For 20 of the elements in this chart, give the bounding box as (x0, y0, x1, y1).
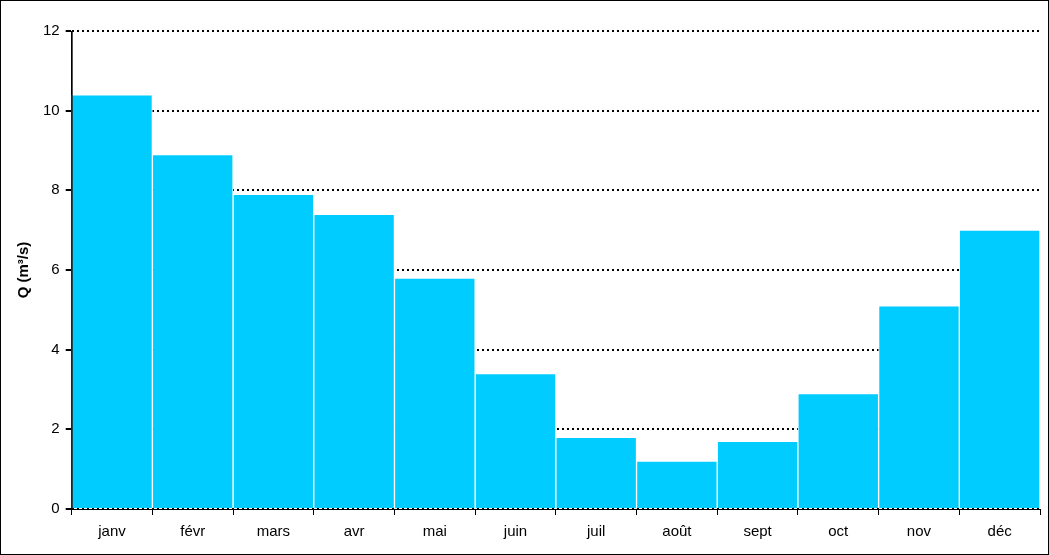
x-tick-label: févr (180, 522, 206, 540)
x-tick-label: janv (97, 522, 127, 540)
y-tick-label: 12 (43, 21, 60, 39)
y-tick-label: 4 (51, 339, 60, 357)
y-tick-label: 10 (43, 100, 60, 118)
x-tick-label: oct (828, 522, 850, 540)
y-tick-label: 0 (51, 499, 60, 517)
x-tick-label: mars (256, 522, 291, 540)
y-tick-label: 2 (51, 419, 60, 437)
x-tick-label: nov (906, 522, 932, 540)
x-tick-label: mai (422, 522, 447, 540)
x-tick-label: sept (743, 522, 773, 540)
y-tick-label: 6 (51, 260, 60, 278)
y-axis-title: Q (m³/s) (14, 241, 32, 299)
x-tick-label: août (662, 522, 693, 540)
x-tick-label: déc (987, 522, 1013, 540)
y-tick-label: 8 (51, 180, 60, 198)
x-tick-label: juil (586, 522, 606, 540)
x-tick-label: juin (502, 522, 528, 540)
x-tick-label: avr (343, 522, 365, 540)
